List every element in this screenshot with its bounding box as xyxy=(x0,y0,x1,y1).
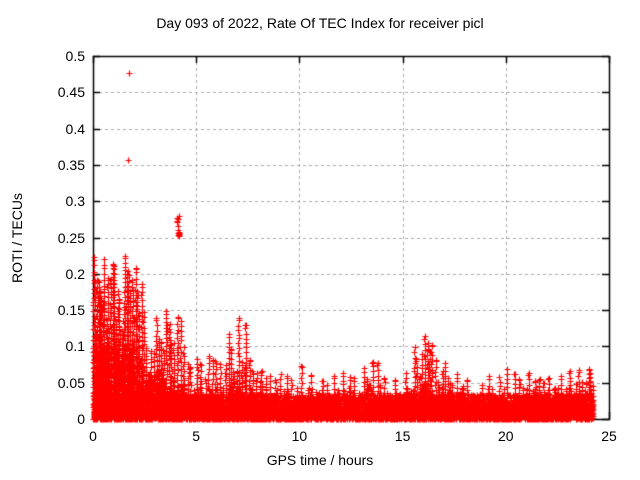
y-tick-label: 0.2 xyxy=(65,265,85,282)
y-tick-label: 0.45 xyxy=(57,84,85,101)
y-tick-label: 0.1 xyxy=(65,338,85,355)
x-tick-label: 10 xyxy=(291,428,308,444)
x-tick-label: 20 xyxy=(498,428,514,444)
y-tick-label: 0.05 xyxy=(57,374,85,391)
y-tick-label: 0.15 xyxy=(57,302,85,319)
y-tick-label: 0.3 xyxy=(65,193,85,210)
y-tick-label: 0.4 xyxy=(65,120,85,137)
x-tick-label: 15 xyxy=(394,428,411,444)
x-tick-label: 25 xyxy=(601,428,617,444)
chart-title: Day 093 of 2022, Rate Of TEC Index for r… xyxy=(156,15,484,31)
x-axis-label: GPS time / hours xyxy=(266,452,374,468)
y-tick-label: 0.35 xyxy=(57,156,85,173)
y-tick-label: 0.5 xyxy=(65,48,85,64)
y-tick-label: 0 xyxy=(77,411,85,427)
x-tick-label: 5 xyxy=(192,428,201,444)
x-tick-label: 0 xyxy=(89,428,97,444)
y-tick-label: 0.25 xyxy=(57,229,85,246)
